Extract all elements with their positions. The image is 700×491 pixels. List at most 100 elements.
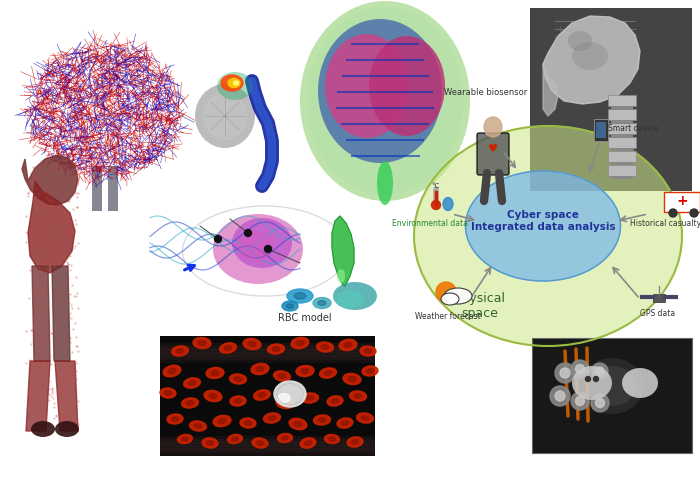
- Bar: [611, 120, 633, 123]
- Ellipse shape: [622, 368, 658, 398]
- Ellipse shape: [342, 421, 349, 425]
- Polygon shape: [332, 216, 354, 286]
- Ellipse shape: [214, 236, 221, 243]
- FancyBboxPatch shape: [477, 133, 509, 175]
- Ellipse shape: [560, 368, 570, 378]
- Ellipse shape: [167, 414, 183, 424]
- Bar: [664, 192, 700, 212]
- Ellipse shape: [321, 345, 329, 349]
- Text: RBC model: RBC model: [278, 313, 332, 323]
- Ellipse shape: [484, 117, 502, 137]
- Ellipse shape: [243, 338, 261, 350]
- Ellipse shape: [264, 413, 281, 423]
- Ellipse shape: [230, 396, 246, 406]
- Ellipse shape: [248, 341, 256, 347]
- Ellipse shape: [318, 418, 326, 422]
- Polygon shape: [55, 361, 78, 431]
- Ellipse shape: [324, 371, 332, 375]
- Ellipse shape: [318, 19, 442, 163]
- Ellipse shape: [282, 301, 298, 311]
- Ellipse shape: [163, 365, 181, 377]
- Ellipse shape: [220, 343, 237, 353]
- Ellipse shape: [244, 229, 251, 237]
- Ellipse shape: [277, 434, 293, 442]
- Ellipse shape: [296, 365, 314, 377]
- Bar: [608, 109, 636, 120]
- Ellipse shape: [281, 436, 288, 440]
- Ellipse shape: [183, 206, 347, 296]
- Ellipse shape: [209, 393, 217, 399]
- Ellipse shape: [294, 293, 306, 299]
- Ellipse shape: [356, 413, 373, 423]
- Ellipse shape: [344, 343, 352, 348]
- Text: Smart device: Smart device: [608, 124, 659, 133]
- Ellipse shape: [314, 415, 330, 425]
- Ellipse shape: [232, 437, 238, 441]
- Ellipse shape: [568, 31, 592, 51]
- Ellipse shape: [436, 282, 456, 302]
- Ellipse shape: [190, 421, 206, 431]
- Ellipse shape: [431, 200, 440, 210]
- Ellipse shape: [377, 161, 393, 205]
- Ellipse shape: [336, 290, 364, 308]
- Ellipse shape: [221, 75, 243, 91]
- Ellipse shape: [213, 415, 231, 427]
- Ellipse shape: [301, 369, 309, 374]
- Ellipse shape: [244, 421, 251, 425]
- Ellipse shape: [360, 346, 376, 356]
- Ellipse shape: [256, 366, 264, 372]
- Ellipse shape: [571, 360, 589, 378]
- Ellipse shape: [302, 393, 318, 403]
- Ellipse shape: [348, 377, 356, 382]
- Ellipse shape: [572, 42, 608, 70]
- Ellipse shape: [318, 300, 326, 305]
- Text: +: +: [676, 194, 688, 208]
- Ellipse shape: [365, 349, 372, 353]
- Ellipse shape: [690, 209, 698, 217]
- Ellipse shape: [444, 288, 472, 304]
- Ellipse shape: [230, 374, 246, 384]
- Ellipse shape: [198, 341, 206, 346]
- Ellipse shape: [441, 293, 459, 305]
- Bar: [608, 137, 636, 148]
- Ellipse shape: [268, 416, 276, 420]
- Ellipse shape: [176, 349, 184, 354]
- Text: Weather forecast: Weather forecast: [415, 312, 481, 321]
- Ellipse shape: [164, 391, 172, 395]
- Ellipse shape: [160, 388, 176, 398]
- Text: Environmental data: Environmental data: [392, 219, 468, 228]
- Ellipse shape: [202, 438, 218, 448]
- Bar: [160, 346, 375, 354]
- Ellipse shape: [369, 36, 445, 136]
- Ellipse shape: [224, 346, 232, 351]
- Ellipse shape: [362, 366, 378, 376]
- Ellipse shape: [307, 7, 463, 195]
- Ellipse shape: [240, 418, 256, 428]
- Bar: [532, 338, 692, 453]
- Ellipse shape: [585, 377, 591, 382]
- Text: ♥: ♥: [488, 144, 498, 154]
- Ellipse shape: [188, 381, 196, 385]
- Bar: [160, 355, 375, 363]
- Ellipse shape: [327, 396, 343, 406]
- Ellipse shape: [172, 346, 188, 356]
- Polygon shape: [22, 155, 78, 205]
- Bar: [160, 336, 375, 456]
- Ellipse shape: [234, 377, 241, 382]
- Ellipse shape: [195, 84, 255, 148]
- Ellipse shape: [291, 337, 309, 349]
- Ellipse shape: [178, 435, 193, 443]
- Ellipse shape: [31, 421, 55, 437]
- Bar: [160, 442, 375, 450]
- Ellipse shape: [213, 214, 303, 284]
- Ellipse shape: [253, 390, 270, 400]
- Ellipse shape: [555, 363, 575, 383]
- Ellipse shape: [287, 289, 313, 303]
- Ellipse shape: [575, 364, 584, 374]
- Ellipse shape: [300, 438, 316, 448]
- Ellipse shape: [181, 398, 198, 408]
- Ellipse shape: [594, 377, 598, 382]
- Ellipse shape: [234, 399, 241, 403]
- Ellipse shape: [361, 416, 369, 420]
- Ellipse shape: [278, 393, 290, 403]
